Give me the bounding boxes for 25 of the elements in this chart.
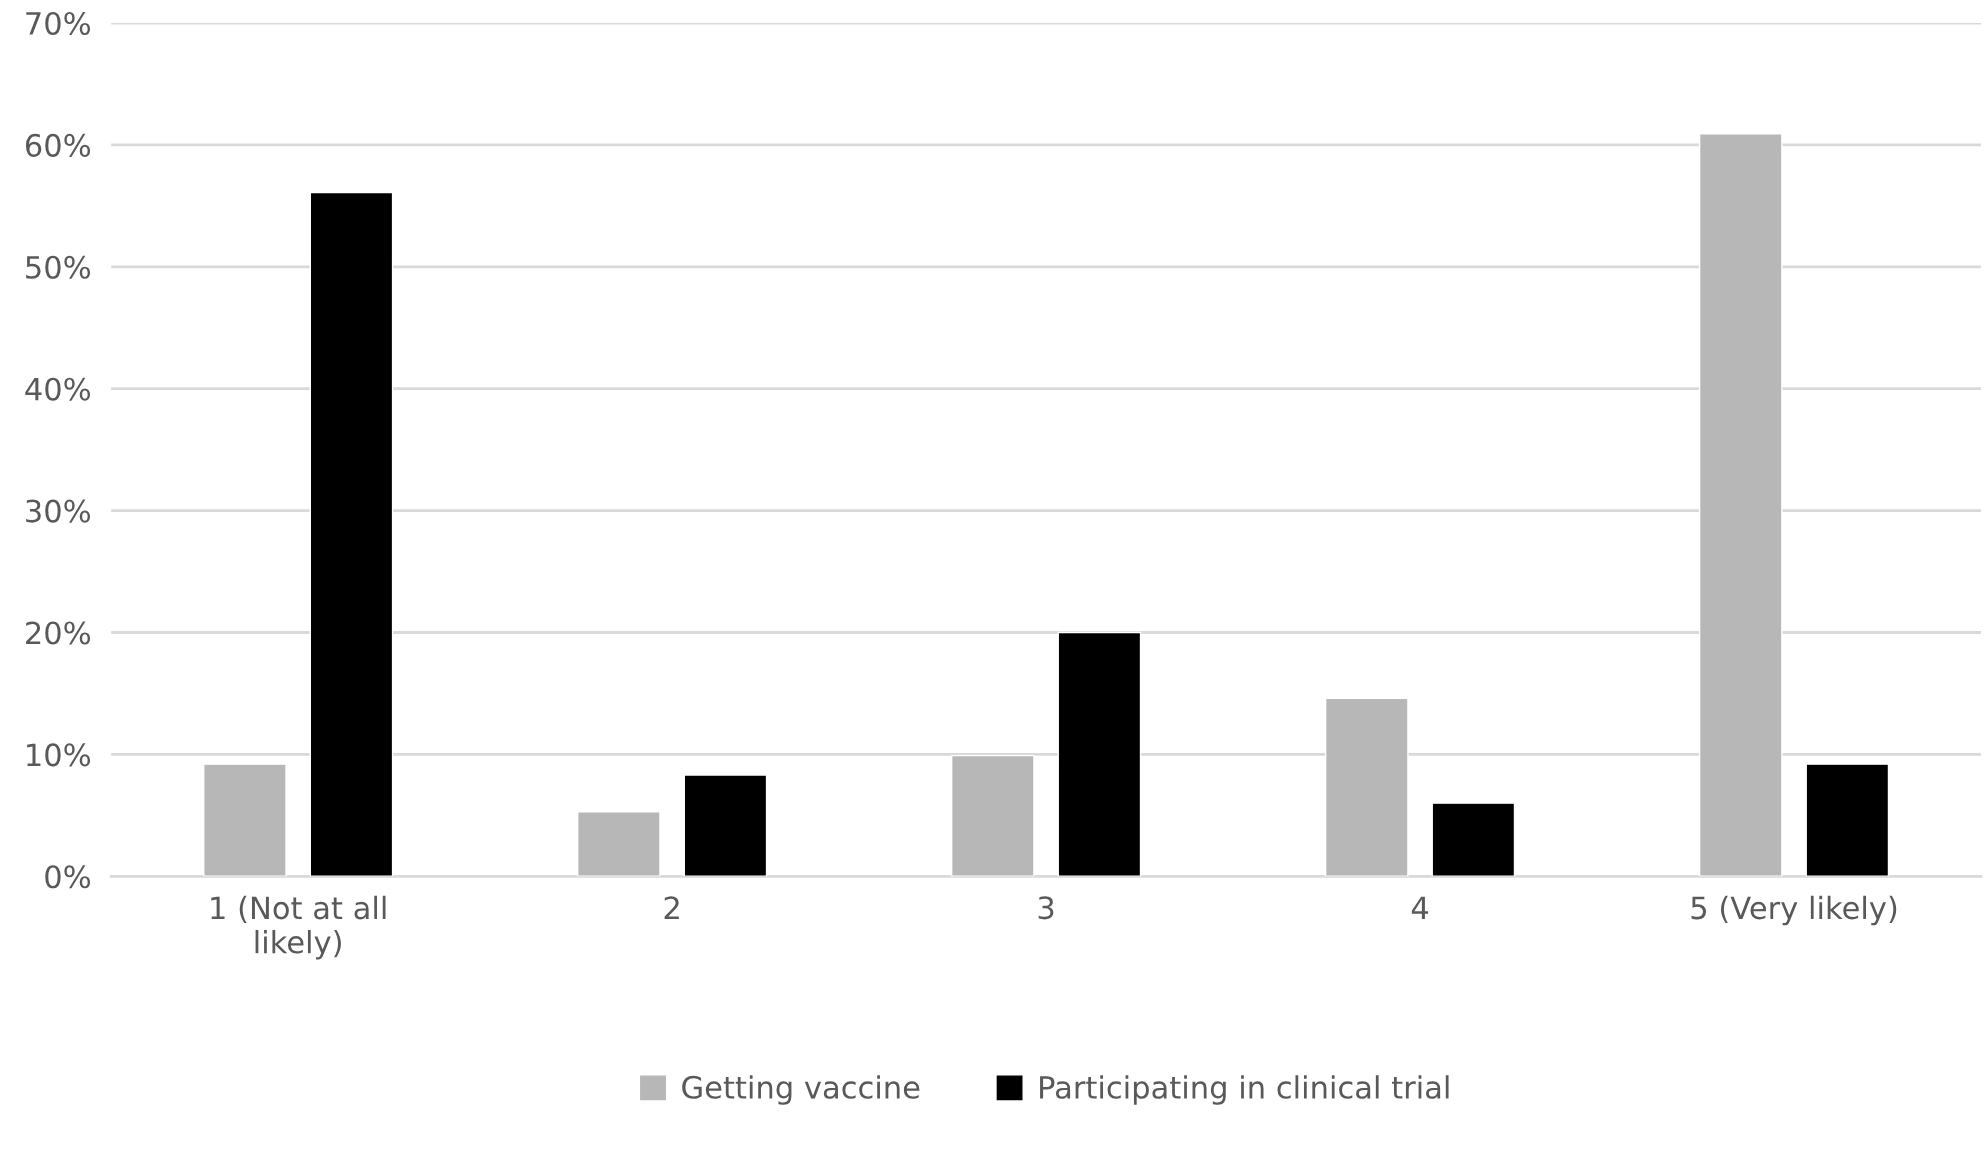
bar [1324, 697, 1409, 877]
y-tick-label: 70% [26, 11, 91, 36]
bar [1431, 802, 1516, 877]
bar [576, 810, 661, 877]
bar [1698, 133, 1783, 877]
y-tick-label: 10% [27, 743, 91, 767]
bar [950, 754, 1035, 877]
y-tick-label: 50% [26, 255, 91, 279]
legend-label: Getting vaccine [682, 1075, 920, 1105]
y-tick-label: 0% [45, 865, 91, 889]
legend-label: Participating in clinical trial [1040, 1075, 1449, 1105]
y-tick-label: 20% [26, 621, 91, 645]
bar [203, 763, 287, 877]
bar [1805, 763, 1890, 877]
bar [309, 191, 394, 877]
x-tick-label: 4 [1411, 896, 1429, 919]
x-tick-label: 2 [664, 896, 679, 919]
x-tick-label: 5 (Very likely) [1691, 895, 1897, 926]
x-tick-label: 3 [1038, 896, 1054, 920]
y-tick-label: 40% [25, 377, 91, 401]
bar [1057, 631, 1142, 877]
y-tick-label: 60% [25, 133, 91, 157]
x-tick-label: 1 (Not at all likely) [211, 895, 386, 960]
y-tick-label: 30% [26, 499, 91, 523]
bar [683, 774, 768, 877]
